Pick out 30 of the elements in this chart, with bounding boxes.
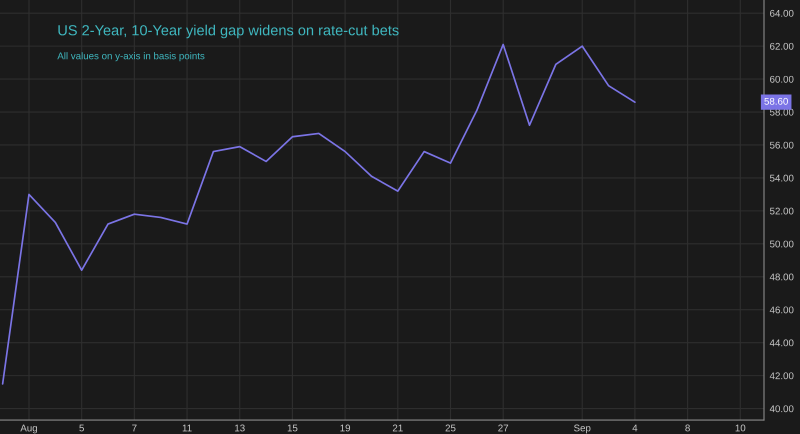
line-series — [2, 44, 636, 385]
x-tick-label: 27 — [498, 424, 508, 432]
y-tick-label: 52.00 — [770, 208, 794, 214]
x-tick-label: 25 — [446, 424, 456, 432]
text: US 2-Year, 10-Year yield gap widens on rate-cut bets — [58, 24, 399, 38]
x-tick-label: 19 — [340, 424, 350, 432]
x-tick-label: Sep — [574, 424, 590, 434]
y-tick-label: 64.00 — [770, 10, 794, 17]
x-tick-label: 11 — [182, 424, 192, 432]
y-tick-label: 54.00 — [770, 174, 794, 182]
x-tick-label: 13 — [235, 424, 245, 432]
y-tick-label: 48.00 — [770, 274, 794, 280]
y-tick-label: 62.00 — [770, 42, 794, 50]
y-tick-label: 60.00 — [770, 76, 794, 83]
y-tick-label: 40.00 — [770, 405, 794, 412]
text: 58.60 — [764, 98, 788, 105]
y-tick-label: 42.00 — [770, 372, 794, 380]
y-tick-label: 44.00 — [770, 339, 794, 346]
x-tick-label: 10 — [736, 424, 746, 432]
x-tick-label: 8 — [685, 424, 690, 432]
y-tick-label: 46.00 — [770, 306, 794, 314]
y-tick-label: 50.00 — [770, 240, 794, 248]
x-tick-label: 15 — [288, 424, 298, 432]
x-tick-label: 5 — [79, 424, 84, 432]
x-tick-label: 21 — [392, 424, 403, 432]
y-tick-label: 56.00 — [770, 142, 794, 149]
x-tick-label: Aug — [20, 424, 38, 434]
x-tick-label: 7 — [132, 424, 137, 432]
x-tick-label: 4 — [632, 424, 638, 432]
annotation: All values on y-axis in basis points — [57, 52, 204, 62]
